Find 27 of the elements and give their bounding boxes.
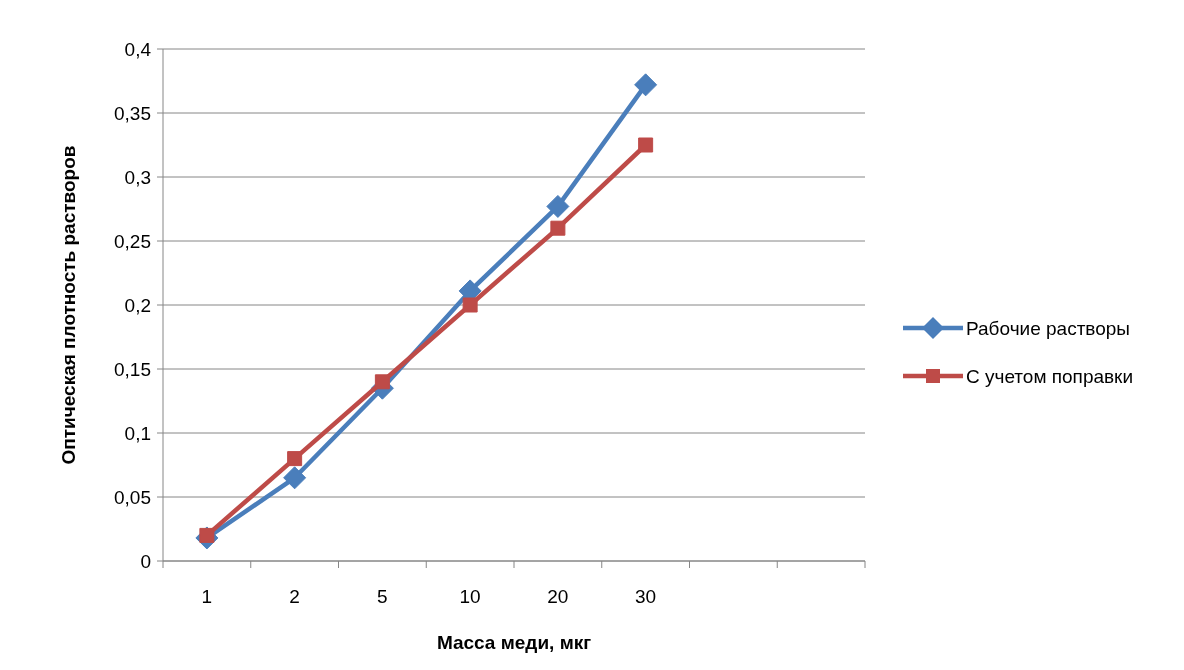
point [550, 220, 566, 236]
y-tick-label: 0,05 [114, 486, 151, 508]
x-axis-title: Масса меди, мкг [436, 632, 592, 653]
x-tick-label: 2 [289, 586, 300, 607]
y-tick-label: 0,3 [124, 166, 151, 188]
x-tick-label: 10 [459, 586, 481, 607]
point [638, 137, 654, 153]
y-tick-label: 0,15 [114, 358, 151, 380]
y-tick-label: 0,2 [124, 294, 151, 316]
y-tick-label: 0 [140, 550, 151, 572]
x-tick-label: 5 [377, 586, 388, 607]
point [283, 466, 307, 490]
legend-label: Рабочие растворы [966, 317, 1131, 339]
y-axis-title: Оптическая плотность растворов [58, 145, 79, 465]
x-tick-label: 30 [635, 586, 657, 607]
point [374, 374, 390, 390]
x-tick-label: 20 [547, 586, 569, 607]
legend-label: С учетом поправки [966, 365, 1134, 387]
point [634, 73, 658, 97]
y-tick-label: 0,25 [114, 230, 151, 252]
point [287, 451, 303, 467]
y-tick-label: 0,1 [124, 422, 151, 444]
y-tick-label: 0,4 [124, 38, 152, 60]
y-tick-label: 0,35 [114, 102, 151, 124]
point [462, 297, 478, 313]
x-tick-label: 1 [201, 586, 213, 607]
point [546, 194, 570, 218]
